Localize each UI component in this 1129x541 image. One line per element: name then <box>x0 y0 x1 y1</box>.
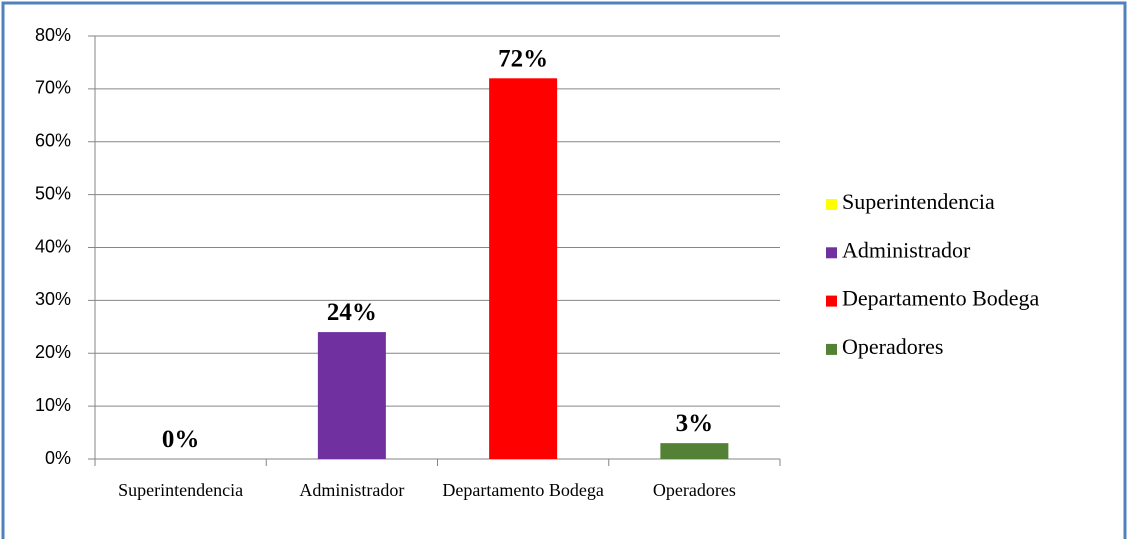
legend-label: Operadores <box>842 334 943 359</box>
data-label: 0% <box>162 426 200 453</box>
x-tick-label: Superintendencia <box>118 480 244 500</box>
legend-label: Superintendencia <box>842 189 995 214</box>
y-tick-label: 20% <box>35 342 71 362</box>
bar <box>660 443 729 459</box>
y-tick-label: 40% <box>35 236 71 256</box>
y-tick-label: 50% <box>35 183 71 203</box>
legend-label: Administrador <box>842 237 971 262</box>
legend-swatch <box>826 343 837 355</box>
data-label: 24% <box>327 299 377 326</box>
y-tick-label: 80% <box>35 25 71 45</box>
y-tick-label: 60% <box>35 131 71 151</box>
legend-swatch <box>826 199 837 210</box>
bar <box>317 332 386 459</box>
data-label: 3% <box>676 410 714 437</box>
bar <box>489 78 558 460</box>
x-tick-label: Administrador <box>299 480 405 500</box>
legend-swatch <box>826 247 837 259</box>
legend-label: Departamento Bodega <box>842 286 1040 311</box>
legend-swatch <box>826 295 837 307</box>
y-tick-label: 30% <box>35 289 71 309</box>
y-tick-label: 0% <box>45 448 71 468</box>
y-tick-label: 70% <box>35 78 71 98</box>
data-label: 72% <box>498 45 548 72</box>
x-tick-label: Operadores <box>652 480 736 500</box>
y-tick-label: 10% <box>35 395 71 415</box>
x-tick-label: Departamento Bodega <box>442 480 604 500</box>
